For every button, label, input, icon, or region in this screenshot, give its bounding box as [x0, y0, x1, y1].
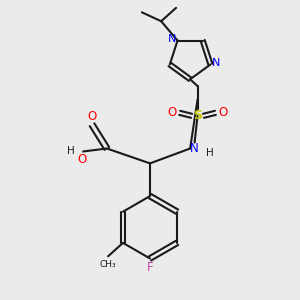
- Text: H: H: [206, 148, 213, 158]
- Text: O: O: [218, 106, 227, 119]
- Text: F: F: [147, 261, 153, 274]
- Text: CH₃: CH₃: [99, 260, 116, 269]
- Text: O: O: [168, 106, 177, 119]
- Text: S: S: [193, 109, 202, 122]
- Text: H: H: [67, 146, 74, 157]
- Text: O: O: [77, 153, 86, 166]
- Text: N: N: [168, 34, 176, 44]
- Text: O: O: [87, 110, 97, 123]
- Text: N: N: [212, 58, 220, 68]
- Text: N: N: [190, 142, 199, 155]
